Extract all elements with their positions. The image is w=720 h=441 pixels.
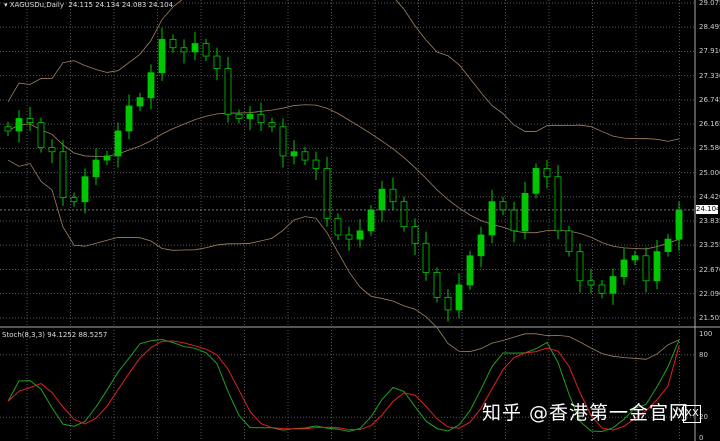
candle-body bbox=[631, 255, 639, 261]
candle-body bbox=[455, 284, 463, 311]
current-price-tag: 24.104 bbox=[696, 205, 720, 215]
price-tick-label: 28.495 bbox=[699, 23, 720, 32]
candle-body bbox=[81, 176, 89, 203]
candle-body bbox=[180, 47, 188, 53]
candle-body bbox=[257, 113, 265, 124]
candle-body bbox=[125, 105, 133, 132]
candle-body bbox=[70, 197, 78, 203]
price-tick-label: 27.330 bbox=[699, 71, 720, 80]
logo-icon: XX bbox=[683, 405, 701, 423]
stoch-label: Stoch(8,3,3) bbox=[2, 331, 46, 339]
watermark: 知乎 @香港第一金官网 bbox=[482, 402, 690, 424]
candle-body bbox=[389, 188, 397, 203]
candle-body bbox=[191, 43, 199, 53]
candle-body bbox=[26, 118, 34, 124]
bb-lower-line bbox=[7, 159, 680, 360]
price-tick-label: 29.075 bbox=[699, 0, 720, 7]
candle-body bbox=[48, 147, 56, 153]
candle-body bbox=[37, 122, 45, 149]
bb-upper-line bbox=[7, 0, 680, 142]
price-tick-label: 25.000 bbox=[699, 168, 720, 177]
price-tick-label: 25.580 bbox=[699, 144, 720, 153]
candle-body bbox=[246, 113, 254, 119]
stoch-tick-label: 80 bbox=[699, 350, 708, 359]
candle-body bbox=[345, 234, 353, 240]
price-tick-label: 21.505 bbox=[699, 314, 720, 322]
candle-body bbox=[235, 113, 243, 119]
chart-title: ▾ XAGUSDu,Daily 24.115 24.134 24.083 24.… bbox=[4, 1, 174, 9]
price-tick-label: 24.420 bbox=[699, 192, 720, 201]
candle-body bbox=[290, 151, 298, 157]
candle-body bbox=[92, 159, 100, 178]
candle-body bbox=[400, 201, 408, 228]
candle-body bbox=[642, 255, 650, 282]
candle-body bbox=[147, 72, 155, 99]
price-tick-label: 22.090 bbox=[699, 289, 720, 298]
candle-body bbox=[268, 122, 276, 128]
symbol-label: XAGUSDu,Daily bbox=[9, 1, 64, 9]
candle-body bbox=[532, 168, 540, 194]
candle-body bbox=[587, 280, 595, 286]
candle-body bbox=[59, 151, 67, 198]
candle-body bbox=[620, 259, 628, 277]
candle-body bbox=[114, 130, 122, 157]
candle-body bbox=[136, 97, 144, 107]
price-tick-label: 26.165 bbox=[699, 120, 720, 129]
candle-body bbox=[202, 43, 210, 57]
candle-body bbox=[356, 230, 364, 240]
stoch-title: Stoch(8,3,3) 94.1252 88.5257 bbox=[2, 331, 107, 339]
candle-body bbox=[169, 39, 177, 49]
candle-body bbox=[554, 176, 562, 232]
bb-middle-line bbox=[7, 104, 680, 250]
candle-body bbox=[499, 201, 507, 211]
candle-body bbox=[675, 209, 683, 240]
candle-body bbox=[543, 168, 551, 178]
stoch-tick-label: 20 bbox=[699, 413, 708, 422]
candle-body bbox=[477, 234, 485, 257]
candle-body bbox=[312, 159, 320, 169]
candle-body bbox=[576, 251, 584, 282]
candle-body bbox=[422, 242, 430, 273]
candle-body bbox=[488, 201, 496, 236]
candle-body bbox=[653, 251, 661, 282]
candle-body bbox=[15, 118, 23, 132]
price-tick-label: 27.910 bbox=[699, 47, 720, 56]
ohlc-readout: 24.115 24.134 24.083 24.104 bbox=[68, 1, 174, 9]
candle-body bbox=[565, 230, 573, 253]
candle-body bbox=[213, 55, 221, 69]
price-tick-label: 23.835 bbox=[699, 217, 720, 226]
candle-body bbox=[433, 272, 441, 298]
candle-body bbox=[598, 284, 606, 294]
candle-body bbox=[103, 155, 111, 161]
stoch-values: 94.1252 88.5257 bbox=[47, 331, 108, 339]
candle-body bbox=[521, 192, 529, 232]
candle-body bbox=[378, 188, 386, 211]
price-tick-label: 23.255 bbox=[699, 241, 720, 250]
candle-body bbox=[158, 39, 166, 74]
candle-body bbox=[301, 151, 309, 161]
candle-body bbox=[444, 297, 452, 311]
stoch-tick-label: 0 bbox=[699, 434, 704, 441]
candle-body bbox=[323, 168, 331, 219]
stoch-tick-label: 100 bbox=[699, 330, 713, 338]
candle-body bbox=[367, 209, 375, 232]
stoch-signal-line bbox=[7, 340, 680, 431]
candle-body bbox=[510, 209, 518, 232]
candle-body bbox=[334, 217, 342, 236]
price-tick-label: 26.745 bbox=[699, 95, 720, 104]
stoch-main-line bbox=[7, 339, 680, 433]
candle-body bbox=[466, 255, 474, 286]
price-tick-label: 22.670 bbox=[699, 265, 720, 274]
candle-body bbox=[4, 126, 12, 132]
candle-body bbox=[411, 226, 419, 244]
candle-body bbox=[279, 126, 287, 157]
candle-body bbox=[664, 238, 672, 253]
candle-body bbox=[224, 68, 232, 115]
candle-body bbox=[609, 276, 617, 294]
